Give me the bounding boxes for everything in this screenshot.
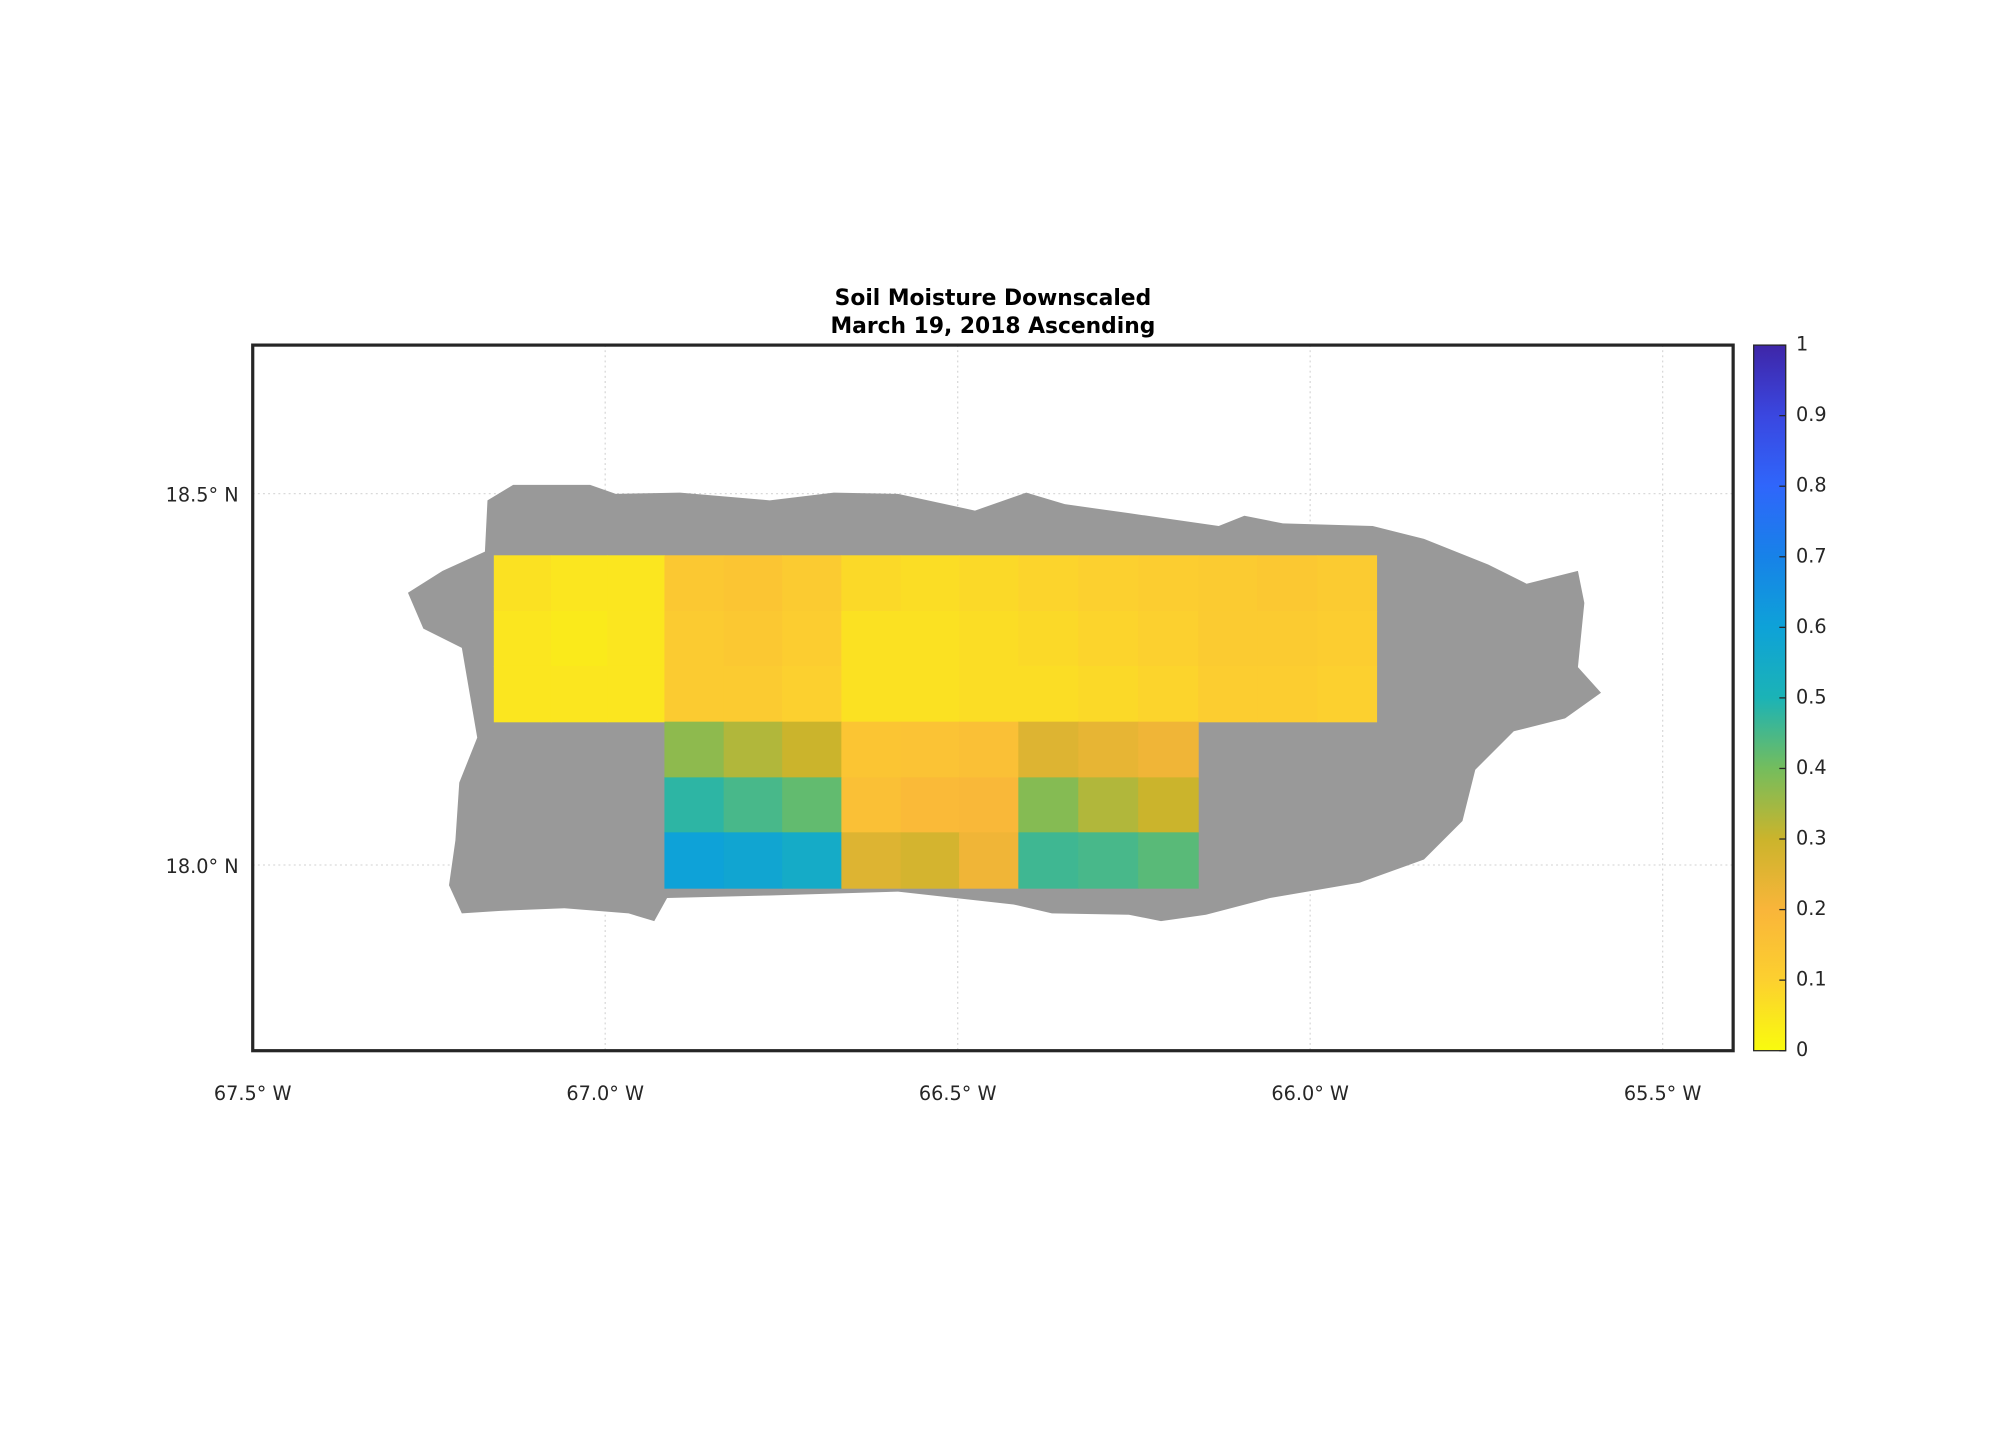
x-tick-label: 67.5° W [214,1082,292,1105]
cell [959,777,1019,833]
cell [664,777,725,833]
chart-subtitle: March 19, 2018 Ascending [830,314,1155,339]
cell [1078,555,1139,612]
cell [1257,610,1318,667]
cell [900,665,960,723]
cell [1138,665,1199,723]
cell [959,555,1019,612]
cell [782,777,843,833]
cell [841,721,902,779]
cell [493,610,552,667]
cell [841,610,902,667]
cell [1138,555,1199,612]
cell [664,610,725,667]
x-tick-label: 65.5° W [1624,1082,1702,1105]
axis-labels: 67.5° W 67.0° W 66.5° W 66.0° W 65.5° W 18.0°… [166,484,1702,1105]
cell [1138,832,1199,889]
chart-title: Soil Moisture Downscaled [835,286,1152,311]
cell [664,665,725,723]
cell [782,832,843,889]
colorbar-tick-label: 0 [1796,1038,1808,1061]
cell [1018,555,1079,612]
cell [900,610,960,667]
cell [959,832,1019,889]
cell [900,555,960,612]
cell [723,721,783,779]
cell [1078,610,1139,667]
cell [900,721,960,779]
cell [1257,665,1318,723]
cell [723,832,783,889]
colorbar-tick-label: 0.5 [1796,685,1827,708]
cell [664,832,725,889]
x-tick-label: 66.0° W [1271,1082,1349,1105]
cell [550,610,608,667]
colorbar-tick-label: 0.4 [1796,756,1827,779]
heatmap [493,555,1378,889]
cell [723,610,783,667]
cell [607,555,666,612]
cell [1018,721,1079,779]
cell [782,610,843,667]
colorbar-tick-label: 0.1 [1796,968,1827,991]
cell [1078,665,1139,723]
colorbar-tick-label: 0.2 [1796,897,1827,920]
y-tick-label: 18.0° N [166,855,239,878]
cell [959,665,1019,723]
cell [959,721,1019,779]
colorbar-tick-label: 0.7 [1796,544,1827,567]
cell [1078,832,1139,889]
cell [1198,610,1258,667]
cell [607,610,666,667]
cell [1317,665,1378,723]
cell [782,665,843,723]
cell [782,721,843,779]
cell [841,665,902,723]
cell [1138,721,1199,779]
cell [607,665,666,723]
x-tick-label: 66.5° W [919,1082,997,1105]
cell [723,555,783,612]
cell [1018,832,1079,889]
colorbar-ticks: 0 0.1 0.2 0.3 0.4 0.5 0.6 0.7 0.8 0.9 1 [1779,333,1827,1061]
cell [1198,555,1258,612]
cell [959,610,1019,667]
cell [1078,721,1139,779]
x-tick-label: 67.0° W [566,1082,644,1105]
colorbar-tick-label: 0.8 [1796,474,1827,497]
cell [1018,610,1079,667]
cell [1078,777,1139,833]
colorbar-tick-label: 0.6 [1796,615,1827,638]
cell [841,555,902,612]
colorbar-tick-label: 0.3 [1796,827,1827,850]
cell [1138,610,1199,667]
cell [1018,665,1079,723]
cell [723,777,783,833]
cell [900,777,960,833]
cell [1198,665,1258,723]
cell [782,555,843,612]
cell [664,721,725,779]
cell [493,665,552,723]
cell [900,832,960,889]
cell [550,665,608,723]
plot-frame [251,343,1735,1053]
cell [664,555,725,612]
cell [1138,777,1199,833]
colorbar-tick-label: 1 [1796,333,1808,356]
cell [550,555,608,612]
cell [1257,555,1318,612]
y-tick-label: 18.5° N [166,484,239,507]
cell [1018,777,1079,833]
cell [1317,610,1378,667]
cell [723,665,783,723]
colorbar-tick-label: 0.9 [1796,403,1827,426]
cell [841,832,902,889]
cell [1317,555,1378,612]
cell [841,777,902,833]
cell [493,555,552,612]
